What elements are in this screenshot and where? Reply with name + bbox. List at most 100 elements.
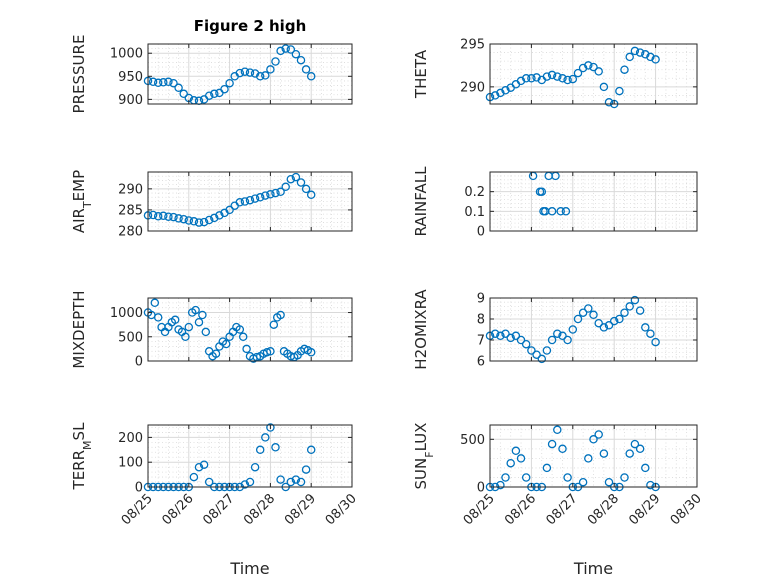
axes-box [489, 424, 698, 488]
data-point [641, 463, 650, 473]
axes-pressure: 900 950 1000 PRESSURE Figure 2 high [70, 17, 353, 113]
data-point [568, 325, 578, 334]
data-point [269, 320, 279, 329]
data-point [266, 65, 275, 74]
data-point [553, 72, 562, 81]
data-point [204, 91, 214, 100]
data-point [625, 302, 634, 311]
data-point [245, 195, 255, 205]
axes-box [489, 43, 698, 105]
data-point [558, 331, 567, 341]
data-point [594, 67, 603, 76]
data-point [301, 65, 311, 74]
y-tick-label: 7 [477, 334, 485, 349]
data-point [651, 337, 660, 347]
y-tick-label: 0.2 [464, 185, 485, 200]
data-point [174, 214, 183, 223]
y-axis-label: AIRTEMP [70, 170, 94, 233]
y-tick-label: 0 [135, 355, 143, 370]
data-point [181, 332, 190, 342]
y-tick-label: 500 [118, 330, 143, 345]
axes-terr_msl: 0 100 200 08/25 08/26 08/27 08/28 08/29 08/30 TER… [70, 422, 360, 578]
data-point [153, 78, 163, 88]
plot-area [490, 44, 697, 104]
axes-air_temp: 280 285 290 AIRTEMP [70, 170, 353, 240]
data-point [646, 52, 655, 62]
data-point [537, 187, 547, 196]
data-point [589, 62, 598, 72]
axes-sun_flux: 0 500 08/25 08/26 08/27 08/28 08/29 08/30 SUNFLU… [412, 423, 705, 578]
data-point [599, 449, 609, 458]
data-point [630, 439, 640, 449]
data-point [578, 63, 588, 73]
y-tick-label: 0 [135, 481, 143, 496]
data-point [220, 84, 229, 94]
data-point [242, 344, 251, 354]
data-point [291, 475, 301, 484]
data-point [184, 322, 194, 332]
data-point [291, 172, 301, 182]
y-tick-label: 9 [477, 292, 485, 307]
data-point [159, 211, 168, 221]
data-point [501, 86, 510, 95]
data-point [150, 298, 160, 308]
data-point [164, 212, 173, 221]
data-point [179, 89, 188, 99]
data-point [240, 480, 250, 489]
data-point [496, 331, 505, 341]
x-tick-label: 08/28 [241, 491, 278, 528]
data-point [516, 454, 526, 463]
data-point [527, 346, 536, 355]
data-point [215, 211, 224, 220]
data-point [189, 472, 199, 482]
x-tick-label: 08/30 [668, 491, 705, 528]
data-point [573, 314, 583, 324]
y-tick-label: 0 [477, 481, 485, 496]
y-axis-label: SUNFLUX [412, 423, 436, 490]
y-tick-label: 900 [118, 93, 143, 108]
data-point [276, 475, 285, 484]
data-point [630, 295, 640, 305]
x-tick-label: 08/28 [585, 491, 622, 528]
data-point [563, 75, 572, 85]
data-point [501, 329, 510, 338]
data-point [501, 473, 510, 482]
data-point [584, 454, 593, 463]
data-point [191, 305, 200, 315]
data-point [641, 323, 650, 332]
data-point [271, 188, 280, 198]
data-point [641, 50, 650, 59]
data-point [547, 335, 557, 345]
data-point [240, 67, 250, 76]
data-point [553, 425, 562, 435]
data-point [255, 193, 265, 202]
data-point [204, 477, 214, 487]
data-point [174, 83, 183, 93]
data-point [547, 207, 557, 216]
y-tick-label: 6 [477, 355, 485, 370]
data-point [266, 347, 275, 356]
axes-mixdepth: 0 500 1000 MIXDEPTH [70, 290, 353, 370]
data-point [210, 213, 219, 223]
data-point [235, 325, 245, 334]
y-axis-label: H2OMIXRA [412, 289, 430, 370]
data-point [170, 315, 180, 325]
data-point [556, 207, 565, 216]
axes-box [147, 297, 353, 362]
y-tick-label: 200 [118, 431, 143, 446]
data-point [496, 88, 505, 98]
axes-box [147, 43, 353, 105]
plot-area [148, 425, 352, 487]
data-point [159, 78, 168, 87]
data-point [646, 329, 655, 338]
data-point [250, 194, 260, 203]
y-tick-label: 950 [118, 70, 143, 85]
data-point [615, 314, 624, 324]
data-point [609, 316, 619, 326]
data-point [266, 190, 275, 199]
data-point [238, 332, 248, 342]
data-point [198, 310, 207, 320]
data-point [221, 339, 231, 349]
data-point [506, 333, 515, 343]
